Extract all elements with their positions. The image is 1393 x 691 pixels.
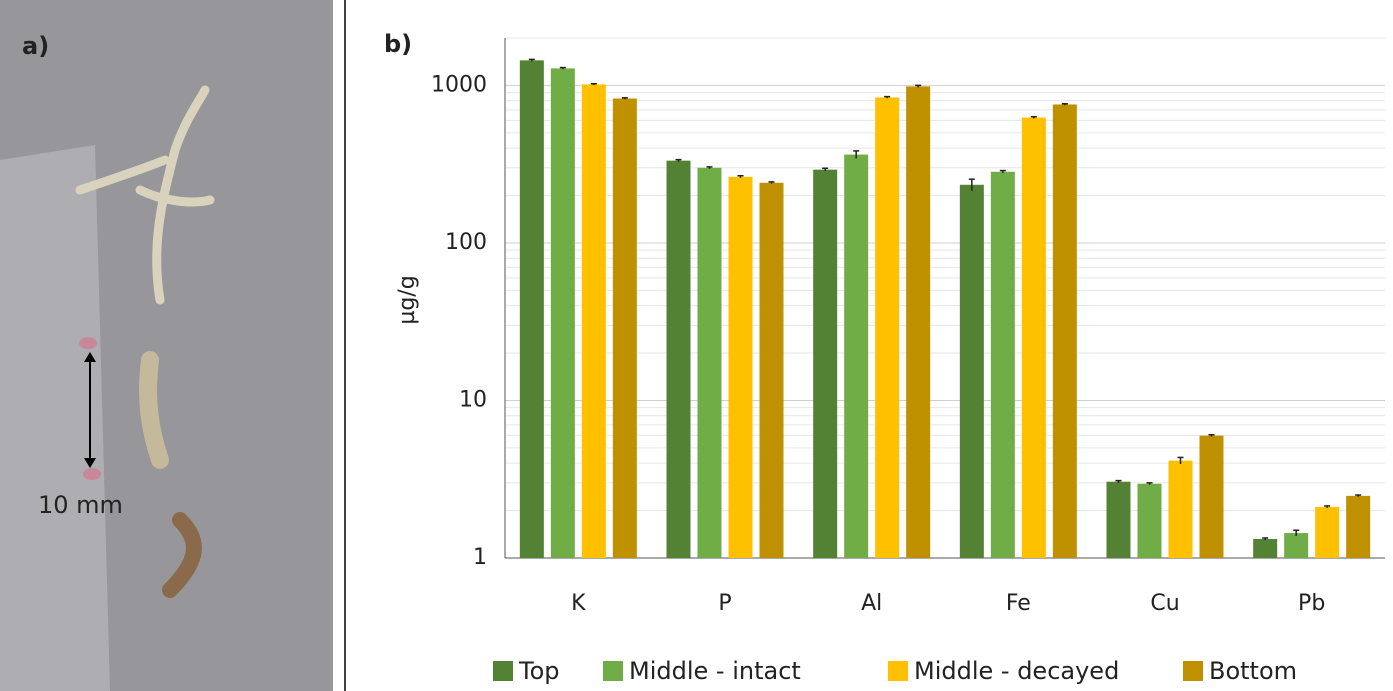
x-tick-label: P	[718, 591, 731, 616]
legend-label: Middle - decayed	[914, 657, 1119, 685]
bar	[990, 171, 1015, 558]
bar	[1284, 533, 1309, 558]
arrow-head	[84, 352, 96, 362]
paper-strip	[0, 145, 110, 691]
bar	[1253, 539, 1278, 558]
arrow-head	[84, 458, 96, 468]
x-tick-label: Cu	[1150, 591, 1179, 616]
legend-swatch	[603, 661, 623, 681]
legend-label: Bottom	[1209, 657, 1297, 685]
scale-mark	[79, 337, 97, 349]
x-tick-label: Fe	[1006, 591, 1031, 616]
bar	[666, 160, 691, 559]
panel-label: b)	[384, 30, 412, 58]
bar	[1137, 483, 1162, 558]
bar	[813, 169, 838, 558]
bar	[612, 98, 637, 558]
bar	[581, 84, 606, 558]
bar	[1052, 104, 1077, 558]
y-tick-label: 100	[445, 230, 487, 255]
legend-swatch	[1183, 661, 1203, 681]
y-axis-label: µg/g	[395, 275, 420, 324]
plant-top	[75, 85, 215, 305]
x-tick-label: Al	[861, 591, 882, 616]
bar	[1346, 495, 1371, 558]
bar	[519, 60, 544, 559]
y-tick-label: 1	[473, 545, 487, 570]
bar	[959, 184, 984, 558]
bar	[550, 68, 575, 559]
legend-swatch	[888, 661, 908, 681]
bar	[1199, 435, 1224, 558]
bar	[759, 182, 784, 558]
bar	[1021, 117, 1046, 558]
legend-label: Top	[518, 657, 560, 685]
scale-label: 10 mm	[38, 491, 123, 519]
panel-label: a)	[22, 32, 49, 60]
bar	[906, 86, 931, 559]
legend-swatch	[493, 661, 513, 681]
x-tick-label: Pb	[1298, 591, 1325, 616]
bar	[844, 154, 869, 559]
plant-bottom	[162, 512, 202, 598]
bar	[1315, 506, 1340, 558]
bar	[875, 97, 900, 558]
bar	[1168, 460, 1193, 558]
legend-label: Middle - intact	[629, 657, 801, 685]
y-tick-label: 1000	[431, 72, 487, 97]
bar	[697, 167, 722, 558]
x-tick-label: K	[571, 591, 586, 616]
bar	[1106, 481, 1131, 558]
bar	[728, 176, 753, 559]
photo-panel: a) 10 mm	[0, 0, 333, 691]
plant-middle	[139, 351, 169, 469]
scale-mark	[83, 468, 101, 480]
y-tick-label: 10	[459, 387, 487, 412]
